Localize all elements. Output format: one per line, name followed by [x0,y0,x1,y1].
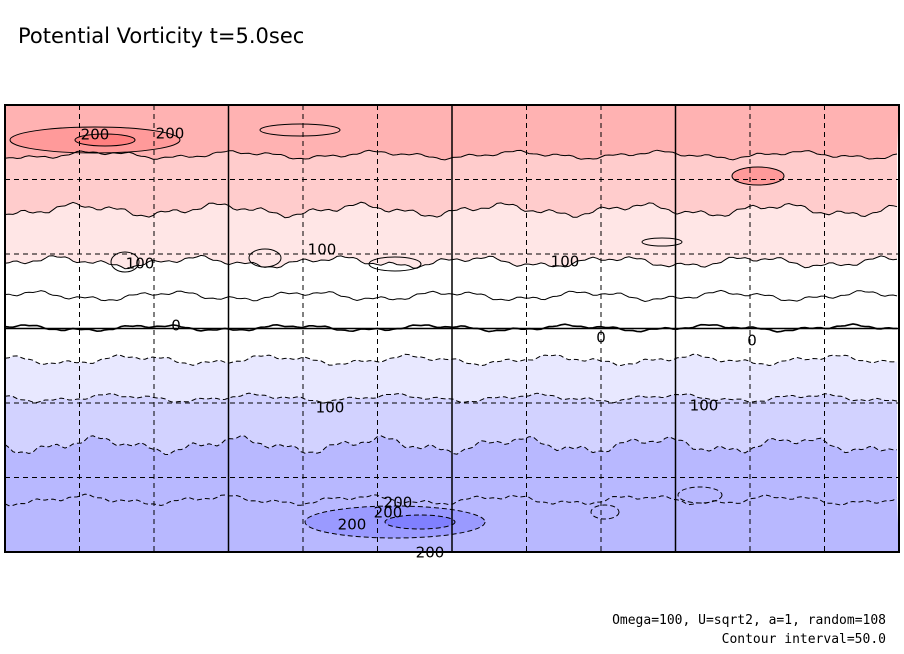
contour-eddy [248,248,282,268]
contour-eddy [641,237,683,247]
contour-line [5,353,898,367]
contour-line [5,392,898,404]
grid-lines [5,105,899,552]
contour-interval-note: Contour interval=50.0 [721,632,886,647]
contour-eddy [368,256,422,272]
contour-eddy [259,123,341,137]
positive-extremum [731,166,785,186]
contour-label: 200 [156,125,185,143]
positive-extremum-core [74,133,136,147]
contour-label: 200 [384,494,413,512]
contour-line [5,323,898,333]
chart-title: Potential Vorticity t=5.0sec [18,24,305,48]
contour-label: 0 [171,317,181,335]
contour-label: 100 [308,241,337,259]
contour-line [5,201,898,219]
contour-label: 0 [747,332,757,350]
contour-line [5,435,897,456]
contour-line [5,493,898,507]
contour-label: 100 [551,253,580,271]
plot-frame [4,104,900,553]
contour-line [5,149,898,161]
contour-label: 0 [596,329,606,347]
contour-lines [5,123,898,520]
contour-label: 200 [81,126,110,144]
negative-extremum-core [384,514,456,530]
parameters-note: Omega=100, U=sqrt2, a=1, random=108 [612,613,886,628]
contour-eddy [110,251,140,273]
contour-line [5,254,898,270]
contour-label: 200 [374,504,403,522]
contour-label: 100 [690,397,719,415]
contour-eddy [677,486,723,504]
contour-eddy [590,504,620,520]
contour-label: 200 [338,516,367,534]
contour-label: 100 [126,255,155,273]
contour-line [5,289,898,303]
contour-label: 100 [316,399,345,417]
